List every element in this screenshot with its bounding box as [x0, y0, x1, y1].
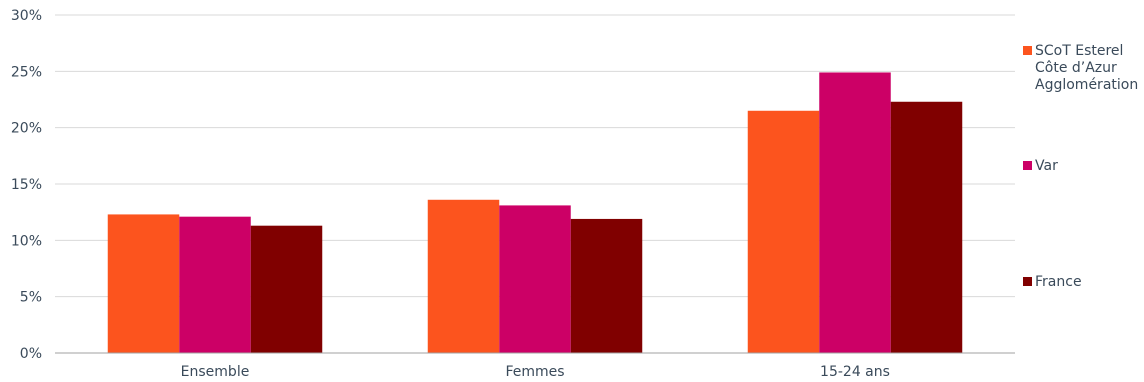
y-axis-tick-labels: 0% 5% 10% 15% 20% 25% 30% — [11, 8, 42, 362]
y-tick-label: 0% — [20, 346, 42, 362]
legend-swatch — [1023, 277, 1032, 286]
bar — [179, 216, 251, 353]
bar — [747, 110, 820, 354]
bar — [250, 225, 323, 353]
legend-label-line: Var — [1035, 158, 1058, 174]
bar — [499, 205, 571, 353]
y-tick-label: 20% — [11, 121, 42, 137]
bar — [427, 199, 500, 353]
legend-swatch — [1023, 46, 1032, 55]
legend-label-line: SCoT Esterel — [1035, 43, 1123, 59]
legend-label: France — [1035, 274, 1082, 290]
legend-swatch — [1023, 161, 1032, 170]
legend-label: SCoT Esterel Côte d’Azur Agglomération — [1035, 43, 1138, 93]
y-tick-label: 30% — [11, 8, 42, 24]
y-tick-label: 5% — [20, 290, 42, 306]
bar — [890, 101, 963, 354]
legend-label: Var — [1035, 158, 1058, 174]
y-tick-label: 25% — [11, 64, 42, 80]
bars — [107, 72, 963, 354]
x-tick-label: 15-24 ans — [820, 364, 890, 380]
legend: SCoT Esterel Côte d’Azur Agglomération Var F… — [1023, 43, 1138, 290]
y-tick-label: 10% — [11, 233, 42, 249]
y-tick-label: 15% — [11, 177, 42, 193]
legend-label-line: Côte d’Azur — [1035, 60, 1117, 76]
x-tick-label: Ensemble — [181, 364, 250, 380]
x-axis-category-labels: Ensemble Femmes 15-24 ans — [181, 364, 890, 380]
legend-label-line: France — [1035, 274, 1082, 290]
x-tick-label: Femmes — [505, 364, 564, 380]
bar — [570, 218, 643, 353]
bar — [819, 72, 891, 354]
legend-label-line: Agglomération — [1035, 77, 1138, 93]
bar — [107, 214, 180, 353]
